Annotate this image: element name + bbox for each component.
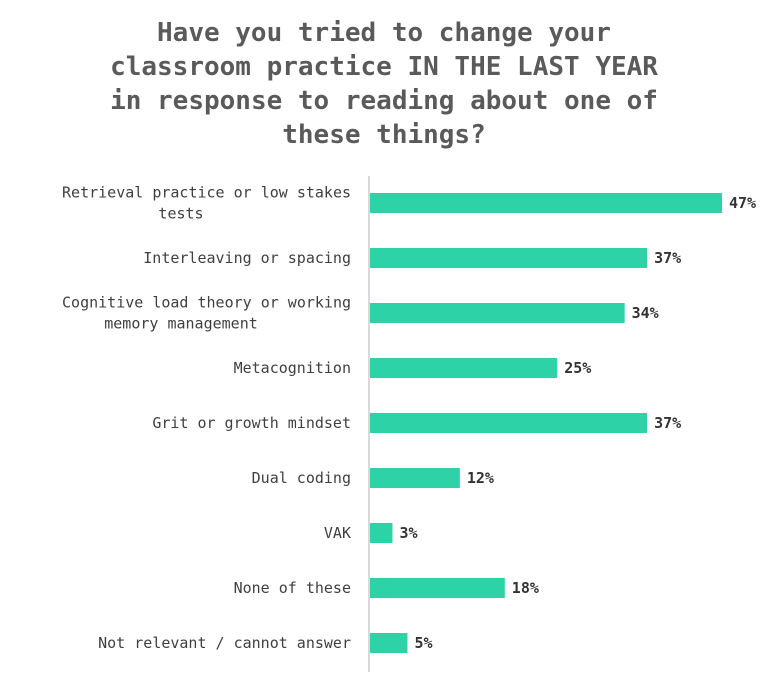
data-label: 25%	[564, 359, 591, 377]
bar	[370, 358, 558, 378]
chart-title-line: classroom practice IN THE LAST YEAR	[110, 52, 658, 82]
data-label: 37%	[654, 249, 681, 267]
data-label: 12%	[467, 469, 494, 487]
category-label: Interleaving or spacing	[143, 249, 351, 267]
chart-title-line: Have you tried to change your	[157, 18, 611, 48]
bar	[370, 578, 505, 598]
category-label: VAK	[324, 524, 351, 542]
category-label: memory management	[104, 315, 258, 333]
bar	[370, 303, 625, 323]
data-label: 3%	[399, 524, 417, 542]
data-label: 5%	[414, 634, 432, 652]
bar	[370, 633, 408, 653]
bar	[370, 468, 460, 488]
data-label: 18%	[512, 579, 539, 597]
category-label: Grit or growth mindset	[152, 414, 351, 432]
bar	[370, 248, 648, 268]
data-label: 47%	[729, 194, 756, 212]
category-label: Metacognition	[234, 359, 351, 377]
bar	[370, 193, 722, 213]
chart-title-line: these things?	[282, 120, 486, 150]
category-label: Retrieval practice or low stakes	[62, 184, 351, 202]
data-label: 34%	[632, 304, 659, 322]
category-label: Cognitive load theory or working	[62, 294, 351, 312]
category-label: tests	[158, 205, 203, 223]
bar	[370, 523, 393, 543]
category-label: None of these	[234, 579, 351, 597]
category-label: Not relevant / cannot answer	[98, 634, 351, 652]
bar	[370, 413, 648, 433]
category-label: Dual coding	[252, 469, 351, 487]
data-label: 37%	[654, 414, 681, 432]
chart-title-line: in response to reading about one of	[110, 86, 658, 116]
chart-title: Have you tried to change your classroom …	[0, 16, 768, 152]
